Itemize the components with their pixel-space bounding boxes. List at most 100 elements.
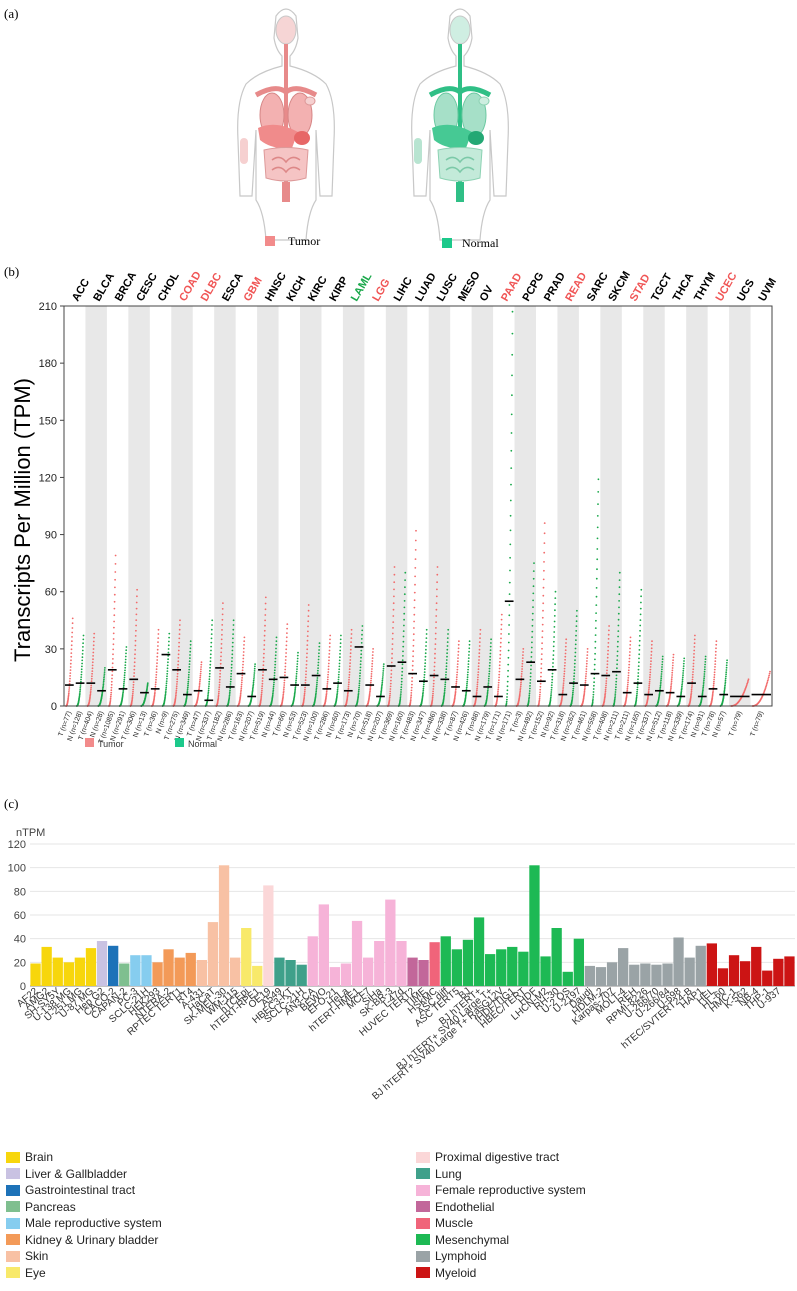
data-point <box>479 628 482 631</box>
data-point <box>702 683 705 685</box>
data-point <box>122 693 124 695</box>
data-point <box>217 695 220 698</box>
data-point <box>90 680 93 682</box>
data-point <box>123 682 125 685</box>
legend-swatch <box>6 1151 20 1163</box>
legend-swatch <box>6 1234 20 1245</box>
data-point <box>496 696 499 699</box>
y-tick-label: 100 <box>8 863 26 875</box>
data-point <box>114 563 117 565</box>
data-point <box>528 694 531 697</box>
bar <box>640 963 651 986</box>
data-point <box>592 693 595 696</box>
data-point <box>764 687 767 689</box>
data-point <box>103 675 106 677</box>
data-point <box>593 663 596 666</box>
data-point <box>123 674 126 677</box>
data-point <box>410 689 413 692</box>
data-point <box>81 649 84 652</box>
data-point <box>199 680 201 683</box>
data-point <box>424 662 427 665</box>
data-point <box>635 699 638 702</box>
data-point <box>542 594 545 597</box>
data-point <box>207 694 209 697</box>
data-point <box>303 690 306 693</box>
data-point <box>681 685 683 688</box>
data-point <box>136 595 138 598</box>
data-point <box>507 663 510 666</box>
data-point <box>725 664 728 667</box>
data-point <box>111 674 114 676</box>
data-point <box>70 655 73 658</box>
data-point <box>553 636 555 638</box>
data-point <box>260 697 263 699</box>
data-point <box>572 680 575 683</box>
data-point <box>102 686 104 689</box>
data-point <box>305 660 308 662</box>
data-point <box>661 655 664 658</box>
data-point <box>177 663 180 666</box>
data-point <box>445 665 448 668</box>
data-point <box>359 675 361 677</box>
data-point <box>338 659 341 662</box>
data-point <box>689 696 692 699</box>
data-point <box>260 693 263 696</box>
legend-swatch <box>416 1184 430 1196</box>
data-point <box>478 655 481 658</box>
data-point <box>327 668 330 671</box>
data-point <box>71 617 74 620</box>
data-point <box>520 675 523 678</box>
data-point <box>242 651 245 653</box>
data-point <box>371 660 374 662</box>
data-point <box>305 673 307 676</box>
data-point <box>179 619 181 622</box>
data-point <box>447 628 450 631</box>
data-point <box>325 695 328 697</box>
data-point <box>723 690 726 693</box>
data-point <box>413 599 416 602</box>
data-point <box>572 689 574 692</box>
data-point <box>530 668 532 671</box>
data-point <box>316 681 318 684</box>
bar <box>407 957 418 986</box>
data-point <box>252 679 255 682</box>
bar <box>152 962 163 986</box>
data-point <box>220 647 223 650</box>
data-point <box>490 642 492 644</box>
data-point <box>543 561 545 563</box>
data-point <box>724 683 727 685</box>
data-point <box>497 690 499 693</box>
data-point <box>488 667 491 670</box>
data-point <box>275 651 277 653</box>
data-point <box>103 678 105 681</box>
data-point <box>135 629 137 632</box>
data-point <box>432 692 434 695</box>
data-point <box>413 613 416 616</box>
data-point <box>124 655 127 658</box>
column-band <box>385 306 408 706</box>
data-point <box>254 665 256 668</box>
legend-label: Lymphoid <box>435 1249 487 1263</box>
data-point <box>490 638 492 641</box>
data-point <box>521 668 523 670</box>
data-point <box>433 676 435 679</box>
data-point <box>102 685 105 687</box>
data-point <box>349 665 351 668</box>
data-point <box>392 608 395 611</box>
data-point <box>498 673 501 676</box>
data-point <box>104 667 106 669</box>
data-point <box>508 614 511 617</box>
normal-body-figure <box>411 8 509 241</box>
data-point <box>70 644 73 647</box>
data-point <box>703 668 706 671</box>
data-point <box>704 663 706 666</box>
data-point <box>692 659 695 662</box>
data-point <box>467 668 469 671</box>
legend-item: Kidney & Urinary bladder <box>6 1233 158 1247</box>
data-point <box>370 675 373 678</box>
data-point <box>636 692 638 695</box>
data-point <box>455 678 458 681</box>
data-point <box>638 644 641 647</box>
data-point <box>725 669 728 671</box>
data-point <box>153 694 156 697</box>
